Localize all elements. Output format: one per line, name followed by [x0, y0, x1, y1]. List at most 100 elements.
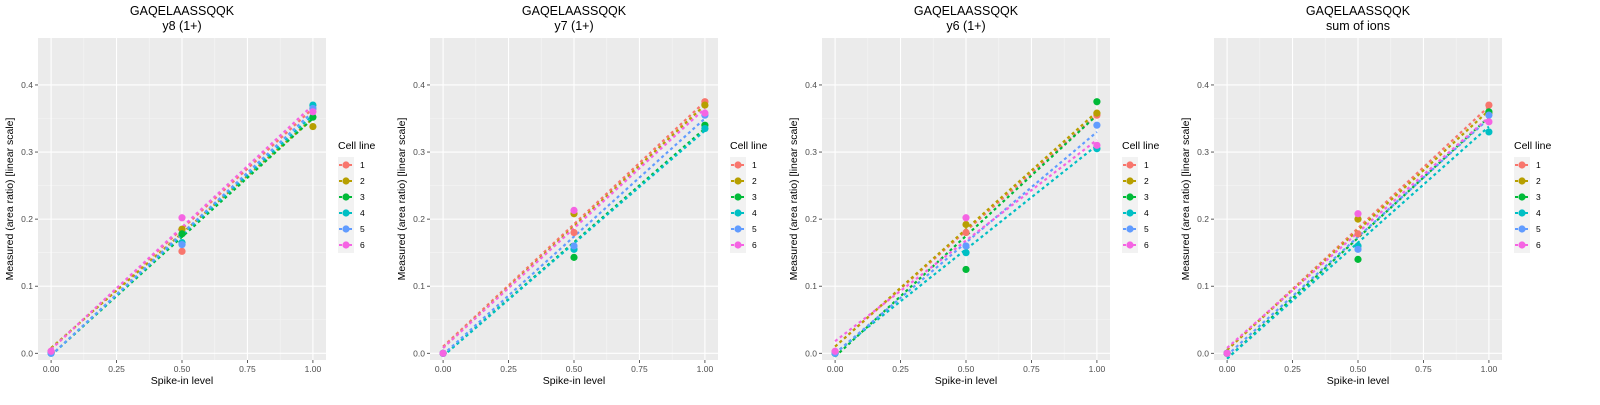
data-point-series-6 — [962, 214, 970, 222]
legend-key-point — [734, 177, 742, 185]
major-gridlines — [430, 38, 718, 360]
fit-line-series-4 — [834, 144, 1098, 355]
legend-label: 2 — [360, 176, 365, 186]
data-point-series-4 — [962, 249, 970, 257]
data-point-series-6 — [178, 214, 186, 222]
legend-key-point — [342, 193, 350, 201]
y-axis-label: Measured (area ratio) [linear scale] — [396, 118, 408, 281]
legend-item-5: 5 — [338, 221, 365, 237]
x-tick-label: 0.25 — [1284, 364, 1301, 374]
chart-title: GAQELAASSQQK — [130, 4, 235, 18]
x-tick-label: 0.00 — [1219, 364, 1236, 374]
legend-item-4: 4 — [730, 205, 757, 221]
legend-item-6: 6 — [1514, 237, 1541, 253]
legend-key-point — [342, 241, 350, 249]
x-tick-label: 0.50 — [958, 364, 975, 374]
legend-item-1: 1 — [1514, 157, 1541, 173]
data-point-series-6 — [701, 109, 709, 117]
data-point-series-5 — [178, 241, 186, 249]
legend-label: 5 — [1536, 224, 1541, 234]
fit-line-series-4 — [50, 114, 314, 357]
x-tick-label: 0.25 — [892, 364, 909, 374]
data-point-series-6 — [1093, 141, 1101, 149]
x-tick-label: 0.75 — [239, 364, 256, 374]
y-tick-label: 0.4 — [413, 80, 425, 90]
legend-label: 1 — [752, 160, 757, 170]
legend-item-5: 5 — [1514, 221, 1541, 237]
data-point-series-3 — [1093, 98, 1101, 106]
y-tick-label: 0.0 — [1197, 348, 1209, 358]
legend-item-6: 6 — [338, 237, 365, 253]
y-tick-label: 0.3 — [21, 147, 33, 157]
data-point-series-1 — [962, 228, 970, 237]
legend-key-point — [1518, 193, 1526, 201]
y-tick-label: 0.0 — [21, 348, 33, 358]
x-tick-label: 0.00 — [827, 364, 844, 374]
data-point-series-3 — [309, 113, 317, 121]
fit-line-series-2 — [1226, 109, 1490, 351]
legend-label: 4 — [1144, 208, 1149, 218]
data-point-series-3 — [178, 230, 186, 238]
legend-key-point — [734, 241, 742, 249]
y-tick-label: 0.4 — [805, 80, 817, 90]
legend-item-4: 4 — [1122, 205, 1149, 221]
y-tick-label: 0.1 — [413, 281, 425, 291]
data-point-series-1 — [570, 228, 578, 237]
data-point-series-5 — [1093, 121, 1101, 129]
legend-label: 1 — [1144, 160, 1149, 170]
chart-panel-4: 0.00 0.25 0.50 0.75 1.00 0.0 0.1 0.2 0.3 0.4 GAQEL… — [1180, 4, 1552, 387]
legend-label: 5 — [1144, 224, 1149, 234]
legend-key-point — [1518, 209, 1526, 217]
legend: Cell line 1 2 3 4 5 6 — [1122, 140, 1160, 253]
legend-item-5: 5 — [1122, 221, 1149, 237]
fit-lines — [442, 100, 706, 357]
legend-label: 3 — [1536, 192, 1541, 202]
legend-label: 2 — [1144, 176, 1149, 186]
data-point-series-1 — [1354, 230, 1362, 238]
x-tick-label: 0.50 — [1350, 364, 1367, 374]
data-point-series-2 — [1093, 109, 1101, 117]
x-axis-label: Spike-in level — [151, 375, 213, 387]
data-point-series-2 — [962, 220, 970, 229]
legend-key-point — [1126, 209, 1134, 217]
data-point-series-1 — [1485, 101, 1493, 109]
legend-item-3: 3 — [1514, 189, 1541, 205]
y-tick-label: 0.4 — [21, 80, 33, 90]
legend-key-point — [734, 225, 742, 233]
legend-key-point — [342, 177, 350, 185]
legend-label: 3 — [752, 192, 757, 202]
legend-item-2: 2 — [1514, 173, 1541, 189]
legend-item-2: 2 — [338, 173, 365, 189]
chart-panel-1: 0.00 0.25 0.50 0.75 1.00 0.0 0.1 0.2 0.3 0.4 GAQEL… — [4, 4, 376, 387]
x-axis-label: Spike-in level — [935, 375, 997, 387]
x-tick-label: 1.00 — [1089, 364, 1106, 374]
chart-subtitle: sum of ions — [1326, 19, 1390, 33]
legend-item-3: 3 — [730, 189, 757, 205]
data-point-series-6 — [831, 347, 839, 355]
x-axis-label: Spike-in level — [543, 375, 605, 387]
fit-line-series-3 — [442, 127, 706, 357]
chart-subtitle: y6 (1+) — [946, 19, 985, 33]
chart-title: GAQELAASSQQK — [914, 4, 1019, 18]
fit-line-series-5 — [442, 117, 706, 356]
data-points — [47, 101, 317, 357]
legend-item-6: 6 — [1122, 237, 1149, 253]
legend-item-3: 3 — [338, 189, 365, 205]
x-axis-label: Spike-in level — [1327, 375, 1389, 387]
legend-item-2: 2 — [1122, 173, 1149, 189]
legend-item-3: 3 — [1122, 189, 1149, 205]
data-point-series-3 — [570, 253, 578, 261]
chart-panel-2: 0.00 0.25 0.50 0.75 1.00 0.0 0.1 0.2 0.3 0.4 GAQEL… — [396, 4, 768, 387]
axis-ticks: 0.00 0.25 0.50 0.75 1.00 0.0 0.1 0.2 0.3 0.4 — [21, 80, 321, 374]
legend: Cell line 1 2 3 4 5 6 — [338, 140, 376, 253]
chart-title: GAQELAASSQQK — [522, 4, 627, 18]
y-axis-label: Measured (area ratio) [linear scale] — [1180, 118, 1192, 281]
legend-label: 3 — [1144, 192, 1149, 202]
legend-key-point — [342, 209, 350, 217]
data-point-series-2 — [701, 101, 709, 109]
chart-subtitle: y8 (1+) — [162, 19, 201, 33]
y-tick-label: 0.3 — [413, 147, 425, 157]
legend-title: Cell line — [1122, 140, 1160, 152]
data-point-series-3 — [1354, 255, 1362, 263]
